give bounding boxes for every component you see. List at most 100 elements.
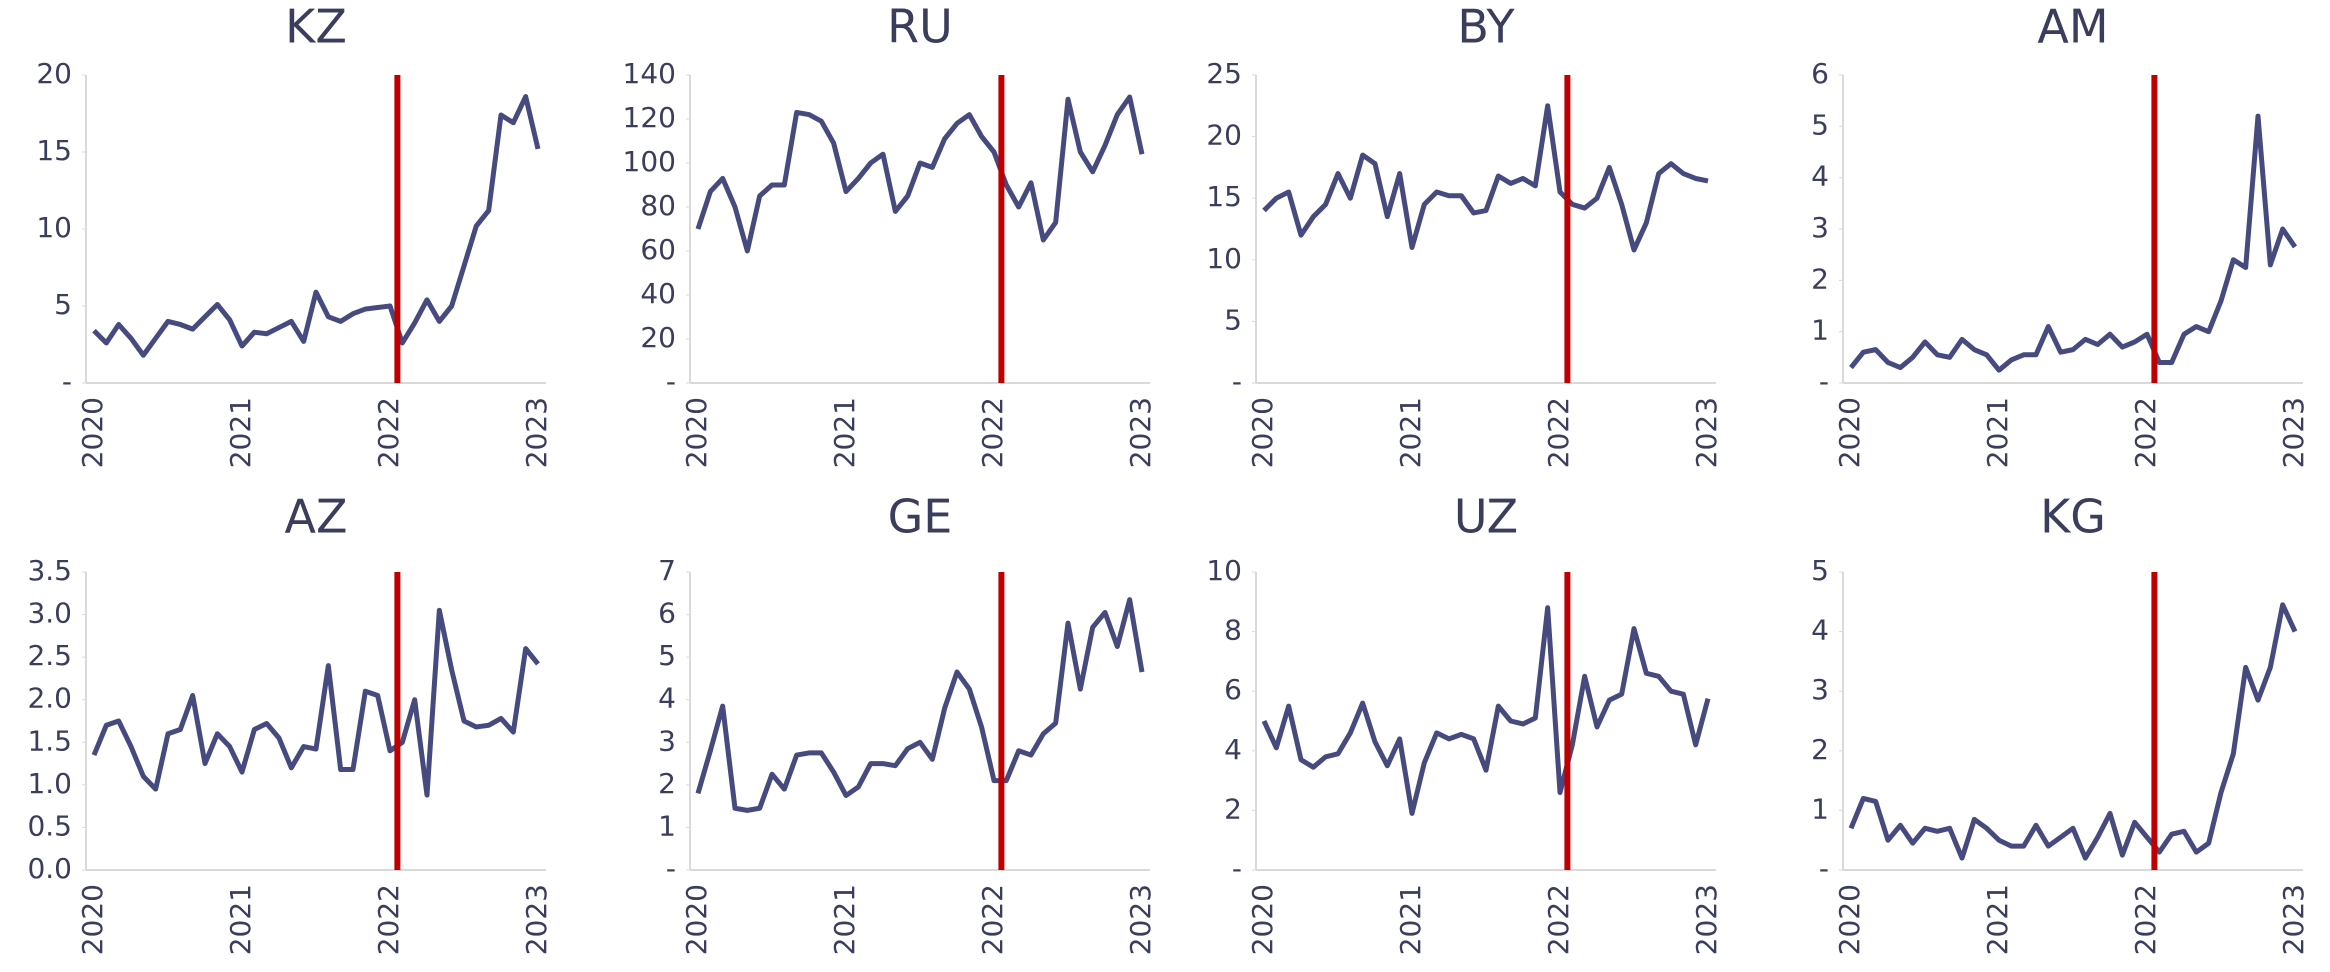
chart-title: UZ [1454, 490, 1518, 544]
series-line [695, 597, 1145, 813]
y-tick-label: 20 [1206, 119, 1242, 152]
series-line [1261, 605, 1711, 816]
chart-title: RU [887, 0, 953, 54]
y-tick-label: - [666, 365, 676, 398]
x-tick-label: 2020 [76, 884, 109, 955]
x-tick-label: 2023 [520, 397, 553, 468]
x-tick-label: 2021 [828, 884, 861, 955]
y-tick-label: 4 [658, 682, 676, 715]
y-tick-label: 0.5 [27, 809, 72, 842]
x-tick-label: 2023 [2277, 397, 2310, 468]
y-tick-label: 2 [658, 767, 676, 800]
y-tick-label: 2.0 [27, 682, 72, 715]
series-line [91, 607, 540, 798]
x-tick-label: 2023 [1124, 397, 1157, 468]
x-tick-label: 2022 [372, 884, 405, 955]
y-tick-label: 100 [623, 145, 676, 178]
x-tick-label: 2022 [1542, 397, 1575, 468]
y-tick-label: 6 [1811, 57, 1829, 90]
y-tick-label: - [62, 365, 72, 398]
y-tick-label: 1 [1811, 314, 1829, 347]
y-tick-label: 2 [1224, 792, 1242, 825]
y-tick-label: 3 [658, 724, 676, 757]
x-tick-label: 2020 [1833, 884, 1866, 955]
y-tick-label: - [1819, 365, 1829, 398]
y-tick-label: 1 [1811, 792, 1829, 825]
y-tick-label: 20 [640, 321, 676, 354]
y-tick-label: 8 [1224, 614, 1242, 647]
x-tick-label: 2020 [76, 397, 109, 468]
y-tick-label: 10 [36, 211, 72, 244]
y-tick-label: 60 [640, 233, 676, 266]
y-tick-label: 3 [1811, 211, 1829, 244]
y-tick-label: 15 [36, 134, 72, 167]
chart-title: AM [2037, 0, 2108, 54]
x-tick-label: 2021 [1394, 397, 1427, 468]
y-tick-label: 120 [623, 101, 676, 134]
y-tick-label: 3.0 [27, 597, 72, 630]
y-tick-label: 4 [1224, 733, 1242, 766]
y-tick-label: 2.5 [27, 639, 72, 672]
y-tick-label: - [666, 852, 676, 885]
y-tick-label: 20 [36, 57, 72, 90]
chart-title: BY [1457, 0, 1515, 54]
x-tick-label: 2022 [372, 397, 405, 468]
y-tick-label: 25 [1206, 57, 1242, 90]
x-tick-label: 2020 [680, 397, 713, 468]
x-tick-label: 2022 [2129, 884, 2162, 955]
x-tick-label: 2023 [1124, 884, 1157, 955]
x-tick-label: 2022 [1542, 884, 1575, 955]
chart-title: AZ [285, 490, 348, 544]
x-tick-label: 2020 [1246, 884, 1279, 955]
y-tick-label: 4 [1811, 160, 1829, 193]
y-tick-label: 10 [1206, 242, 1242, 275]
y-tick-label: 2 [1811, 733, 1829, 766]
y-tick-label: 80 [640, 189, 676, 222]
y-tick-label: - [1232, 852, 1242, 885]
y-tick-label: 140 [623, 57, 676, 90]
y-tick-label: 5 [54, 288, 72, 321]
series-line [92, 94, 541, 358]
series-line [1262, 103, 1709, 253]
x-tick-label: 2022 [2129, 397, 2162, 468]
y-tick-label: 2 [1811, 262, 1829, 295]
x-tick-label: 2020 [680, 884, 713, 955]
y-tick-label: 40 [640, 277, 676, 310]
y-tick-label: 5 [1811, 554, 1829, 587]
x-tick-label: 2022 [976, 884, 1009, 955]
series-line [1848, 602, 2298, 861]
x-tick-label: 2021 [1394, 884, 1427, 955]
y-tick-label: 15 [1206, 180, 1242, 213]
x-tick-label: 2023 [520, 884, 553, 955]
x-tick-label: 2023 [1690, 884, 1723, 955]
y-tick-label: 0.0 [27, 852, 72, 885]
y-tick-label: 1.5 [27, 724, 72, 757]
y-tick-label: 1.0 [27, 767, 72, 800]
y-tick-label: 10 [1206, 554, 1242, 587]
x-tick-label: 2021 [1981, 397, 2014, 468]
y-tick-label: 7 [658, 554, 676, 587]
y-tick-label: 5 [1811, 108, 1829, 141]
chart-title: KZ [285, 0, 347, 54]
y-tick-label: 5 [1224, 303, 1242, 336]
y-tick-label: 5 [658, 639, 676, 672]
y-tick-label: 1 [658, 809, 676, 842]
y-tick-label: 6 [1224, 673, 1242, 706]
x-tick-label: 2021 [828, 397, 861, 468]
x-tick-label: 2023 [2277, 884, 2310, 955]
y-tick-label: 3 [1811, 673, 1829, 706]
x-tick-label: 2020 [1246, 397, 1279, 468]
y-tick-label: - [1819, 852, 1829, 885]
x-tick-label: 2022 [976, 397, 1009, 468]
y-tick-label: - [1232, 365, 1242, 398]
chart-title: GE [888, 490, 953, 544]
x-tick-label: 2021 [224, 884, 257, 955]
x-tick-label: 2021 [1981, 884, 2014, 955]
series-line [695, 94, 1145, 254]
x-tick-label: 2020 [1833, 397, 1866, 468]
series-line [1849, 113, 2298, 373]
chart-title: KG [2040, 490, 2106, 544]
x-tick-label: 2021 [224, 397, 257, 468]
y-tick-label: 4 [1811, 614, 1829, 647]
